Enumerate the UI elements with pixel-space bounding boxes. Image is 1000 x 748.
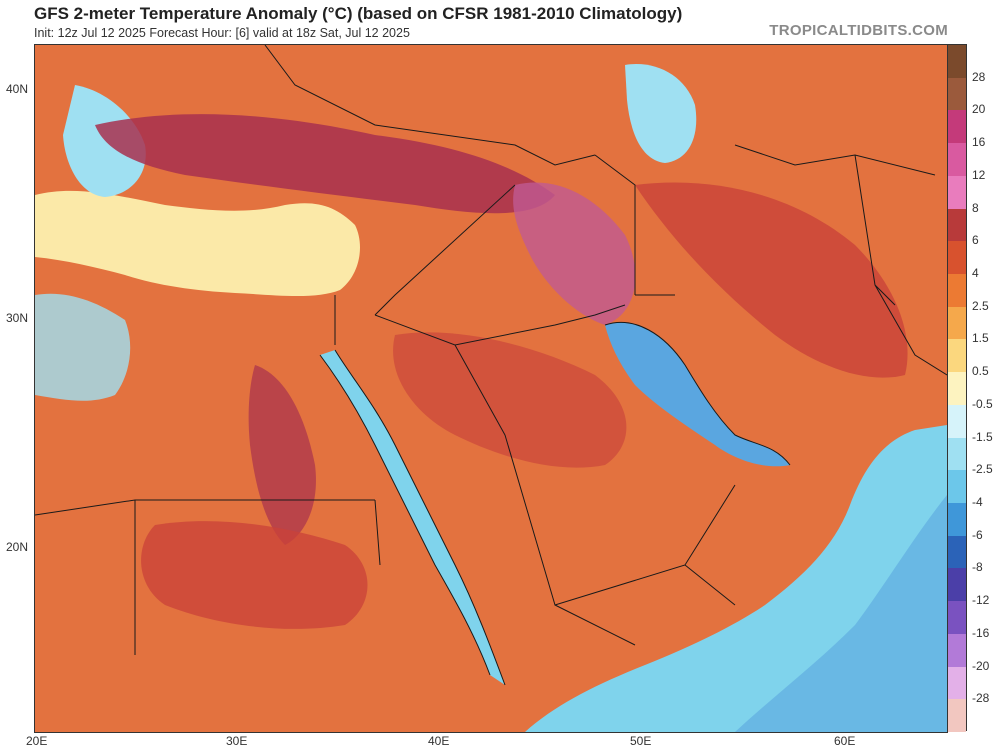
colorbar-segment [948, 666, 966, 700]
colorbar-segment [948, 306, 966, 340]
arabia-hot-core [393, 332, 627, 468]
lon-label-20e: 20E [26, 734, 48, 748]
lat-label-30n: 30N [6, 311, 29, 325]
colorbar-segment [948, 437, 966, 471]
colorbar-label: -28 [972, 691, 990, 706]
colorbar-label: 12 [972, 167, 986, 182]
country-borders [35, 45, 947, 655]
colorbar-segment [948, 503, 966, 537]
anatolia-hot-core [95, 114, 555, 214]
lon-label-60e: 60E [834, 734, 856, 748]
lat-label-20n: 20N [6, 540, 29, 554]
lon-label-30e: 30E [226, 734, 248, 748]
map-canvas [35, 45, 947, 732]
colorbar-segment [948, 208, 966, 242]
colorbar-label: 8 [972, 200, 979, 215]
colorbar-label: 6 [972, 233, 979, 248]
colorbar-label: -6 [972, 527, 983, 542]
colorbar-label: 0.5 [972, 364, 989, 379]
colorbar-segment [948, 241, 966, 275]
forecast-subtitle: Init: 12z Jul 12 2025 Forecast Hour: [6]… [34, 26, 410, 40]
iraq-hot-core [513, 182, 636, 325]
colorbar-label: -2.5 [972, 462, 993, 477]
colorbar-segment [948, 339, 966, 373]
caspian-sea [625, 64, 697, 163]
colorbar-label: -8 [972, 560, 983, 575]
colorbar-label: 28 [972, 69, 986, 84]
colorbar-label: 16 [972, 135, 986, 150]
colorbar-segment [948, 45, 966, 79]
colorbar-segment [948, 110, 966, 144]
colorbar-segment [948, 274, 966, 308]
lat-label-40n: 40N [6, 82, 29, 96]
persian-gulf [605, 322, 790, 467]
colorbar-segment [948, 372, 966, 406]
colorbar-segment [948, 77, 966, 111]
site-brand: TROPICALTIDBITS.COM [769, 22, 948, 39]
colorbar-segment [948, 404, 966, 439]
colorbar-label: 4 [972, 266, 979, 280]
colorbar-segment [948, 568, 966, 602]
chart-title: GFS 2-meter Temperature Anomaly (°C) (ba… [34, 4, 683, 23]
colorbar-segment [948, 633, 966, 668]
colorbar-segment [948, 143, 966, 177]
colorbar-segment [948, 699, 966, 733]
colorbar-label: 1.5 [972, 331, 989, 346]
red-sea [320, 350, 505, 685]
colorbar-label: -20 [972, 658, 990, 673]
indian-ocean-deep [735, 495, 947, 732]
colorbar-label: -0.5 [972, 396, 993, 411]
colorbar-label: -4 [972, 495, 983, 509]
iran-hot-core [635, 182, 908, 378]
libya-desert-cool [35, 293, 131, 401]
mediterranean-sea [35, 190, 360, 297]
gulf-coast [604, 321, 791, 466]
aegean-sea [63, 85, 146, 197]
colorbar-segment [948, 535, 966, 569]
colorbar-label: 20 [972, 102, 986, 117]
lon-label-40e: 40E [428, 734, 450, 748]
colorbar-segment [948, 470, 966, 504]
colorbar [947, 44, 967, 733]
colorbar-label: 2.5 [972, 298, 989, 313]
colorbar-label: -12 [972, 593, 990, 608]
colorbar-label: -16 [972, 625, 990, 640]
red-sea-coast [319, 349, 506, 686]
anomaly-map [34, 44, 948, 733]
colorbar-segment [948, 175, 966, 210]
sudan-hot-core [141, 521, 368, 629]
lon-label-50e: 50E [630, 734, 652, 748]
colorbar-segment [948, 601, 966, 635]
colorbar-label: -1.5 [972, 429, 993, 444]
